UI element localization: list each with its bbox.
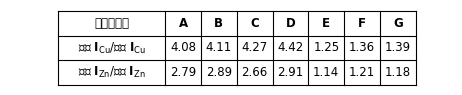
Text: 2.79: 2.79 [170,66,196,79]
Text: 1.21: 1.21 [349,66,375,79]
Text: F: F [358,17,366,30]
Text: D: D [286,17,295,30]
Text: 2.89: 2.89 [206,66,232,79]
Text: 4.11: 4.11 [206,42,232,54]
Text: 1.14: 1.14 [313,66,340,79]
Text: 1.36: 1.36 [349,42,375,54]
Text: 2.91: 2.91 [277,66,304,79]
Text: 表相 $\mathbf{I}_{\mathbf{\mathrm{Cu}}}$/体相 $\mathbf{I}_{\mathbf{\mathrm{Cu}}}$: 表相 $\mathbf{I}_{\mathbf{\mathrm{Cu}}}$/体… [78,40,146,55]
Text: 催化剂编号: 催化剂编号 [94,17,129,30]
Text: 1.18: 1.18 [385,66,411,79]
Text: B: B [214,17,223,30]
Text: 表相 $\mathbf{I}_{\mathbf{\mathrm{Zn}}}$/体相 $\mathbf{I}_{\mathbf{\mathrm{Zn}}}$: 表相 $\mathbf{I}_{\mathbf{\mathrm{Zn}}}$/体… [78,65,145,80]
Text: G: G [393,17,403,30]
Text: C: C [250,17,259,30]
Text: E: E [322,17,330,30]
Text: 1.39: 1.39 [385,42,411,54]
Text: 4.27: 4.27 [242,42,268,54]
Text: 4.08: 4.08 [170,42,196,54]
Text: 4.42: 4.42 [277,42,304,54]
Text: 2.66: 2.66 [242,66,268,79]
Text: 1.25: 1.25 [313,42,340,54]
Text: A: A [178,17,188,30]
